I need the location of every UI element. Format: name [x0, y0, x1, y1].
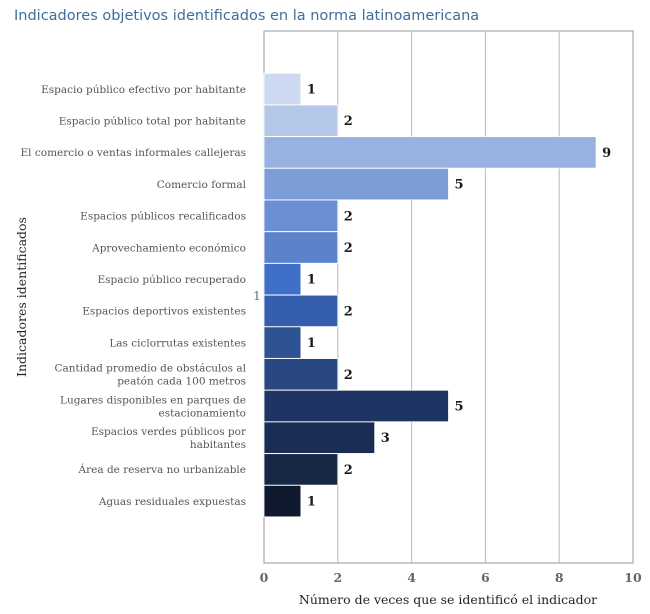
bar — [263, 136, 597, 169]
bar — [263, 199, 339, 232]
bar — [263, 421, 376, 454]
x-tick-label: 0 — [260, 570, 269, 585]
value-label: 2 — [344, 209, 353, 224]
x-tick-labels: 0 2 4 6 8 10 — [260, 570, 642, 585]
category-labels: Espacio público efectivo por habitante Es… — [21, 84, 247, 508]
bar — [263, 453, 339, 486]
bar — [263, 263, 302, 296]
category-label: Espacio público recuperado — [97, 274, 246, 286]
value-label: 1 — [307, 83, 316, 98]
bar — [263, 231, 339, 264]
category-label: Cantidad promedio de obstáculos al peatón… — [55, 363, 247, 388]
bar — [263, 389, 449, 423]
chart-title: Indicadores objetivos identificados en l… — [14, 8, 480, 24]
category-label: Aguas residuales expuestas — [98, 496, 246, 508]
stray-label: 1 — [253, 289, 261, 303]
value-label: 2 — [344, 368, 353, 383]
category-label: Espacios públicos recalificados — [80, 211, 246, 223]
value-label: 2 — [344, 114, 353, 129]
category-label: Comercio formal — [157, 179, 247, 191]
category-label: Las ciclorrutas existentes — [109, 337, 246, 349]
value-label: 2 — [344, 304, 353, 319]
category-label: Espacio público efectivo por habitante — [41, 84, 246, 96]
category-label: Lugares disponibles en parques de estacio… — [60, 394, 246, 419]
bar — [263, 104, 339, 137]
x-tick-label: 6 — [481, 570, 490, 585]
value-label: 2 — [344, 463, 353, 478]
y-axis-label: Indicadores identificados — [14, 217, 29, 377]
value-label: 1 — [307, 273, 316, 288]
value-label: 9 — [602, 146, 611, 161]
category-label: Aprovechamiento económico — [91, 242, 246, 254]
value-label: 1 — [307, 336, 316, 351]
category-label: Espacio público total por habitante — [59, 116, 246, 128]
value-label: 2 — [344, 241, 353, 256]
category-label: Espacios deportivos existentes — [82, 306, 246, 318]
x-tick-label: 4 — [407, 570, 416, 585]
value-label: 5 — [455, 178, 464, 193]
x-tick-label: 2 — [333, 570, 342, 585]
value-label: 5 — [455, 400, 464, 415]
bar — [263, 326, 302, 359]
x-tick-label: 8 — [555, 570, 564, 585]
category-label: El comercio o ventas informales callejer… — [21, 147, 247, 159]
category-label: Área de reserva no urbanizable — [78, 462, 246, 476]
value-labels: 1 2 9 5 2 2 1 2 1 2 5 3 2 1 — [307, 83, 611, 510]
category-label: Espacios verdes públicos por habitantes — [91, 426, 247, 451]
value-label: 1 — [307, 495, 316, 510]
bar — [263, 358, 339, 391]
x-axis-label: Número de veces que se identificó el ind… — [299, 592, 597, 607]
x-tick-label: 10 — [624, 570, 642, 585]
bar — [263, 294, 339, 328]
value-label: 3 — [381, 431, 390, 446]
bars — [263, 72, 597, 518]
bar — [263, 72, 302, 106]
bar — [263, 484, 302, 518]
bar — [263, 167, 449, 201]
